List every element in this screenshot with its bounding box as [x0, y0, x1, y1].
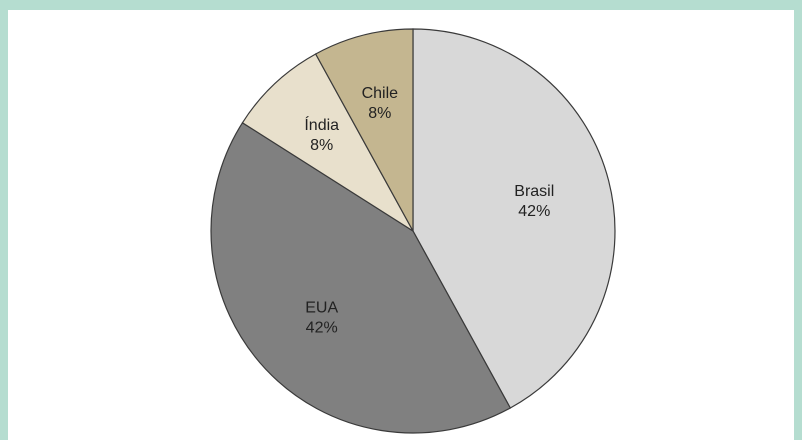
pie-chart: Brasil 42% EUA 42% Índia 8% Chile 8% [210, 28, 616, 434]
slice-label-eua: EUA [305, 300, 338, 317]
slice-value-brasil: 42% [518, 203, 550, 220]
chart-frame: Brasil 42% EUA 42% Índia 8% Chile 8% [8, 10, 794, 440]
pie-slice-india [241, 53, 414, 232]
slice-label-chile: Chile [362, 85, 399, 102]
pie-slice-eua [210, 121, 512, 434]
pie-slice-chile [314, 28, 414, 232]
pie-slice-brasil [412, 28, 616, 409]
slice-value-eua: 42% [306, 320, 338, 337]
slice-value-chile: 8% [368, 105, 391, 122]
slice-label-brasil: Brasil [514, 183, 554, 200]
slice-label-india: Índia [304, 115, 339, 134]
pie-slices [210, 28, 616, 434]
pie-labels: Brasil 42% EUA 42% Índia 8% Chile 8% [304, 85, 554, 337]
slice-value-india: 8% [310, 137, 333, 154]
